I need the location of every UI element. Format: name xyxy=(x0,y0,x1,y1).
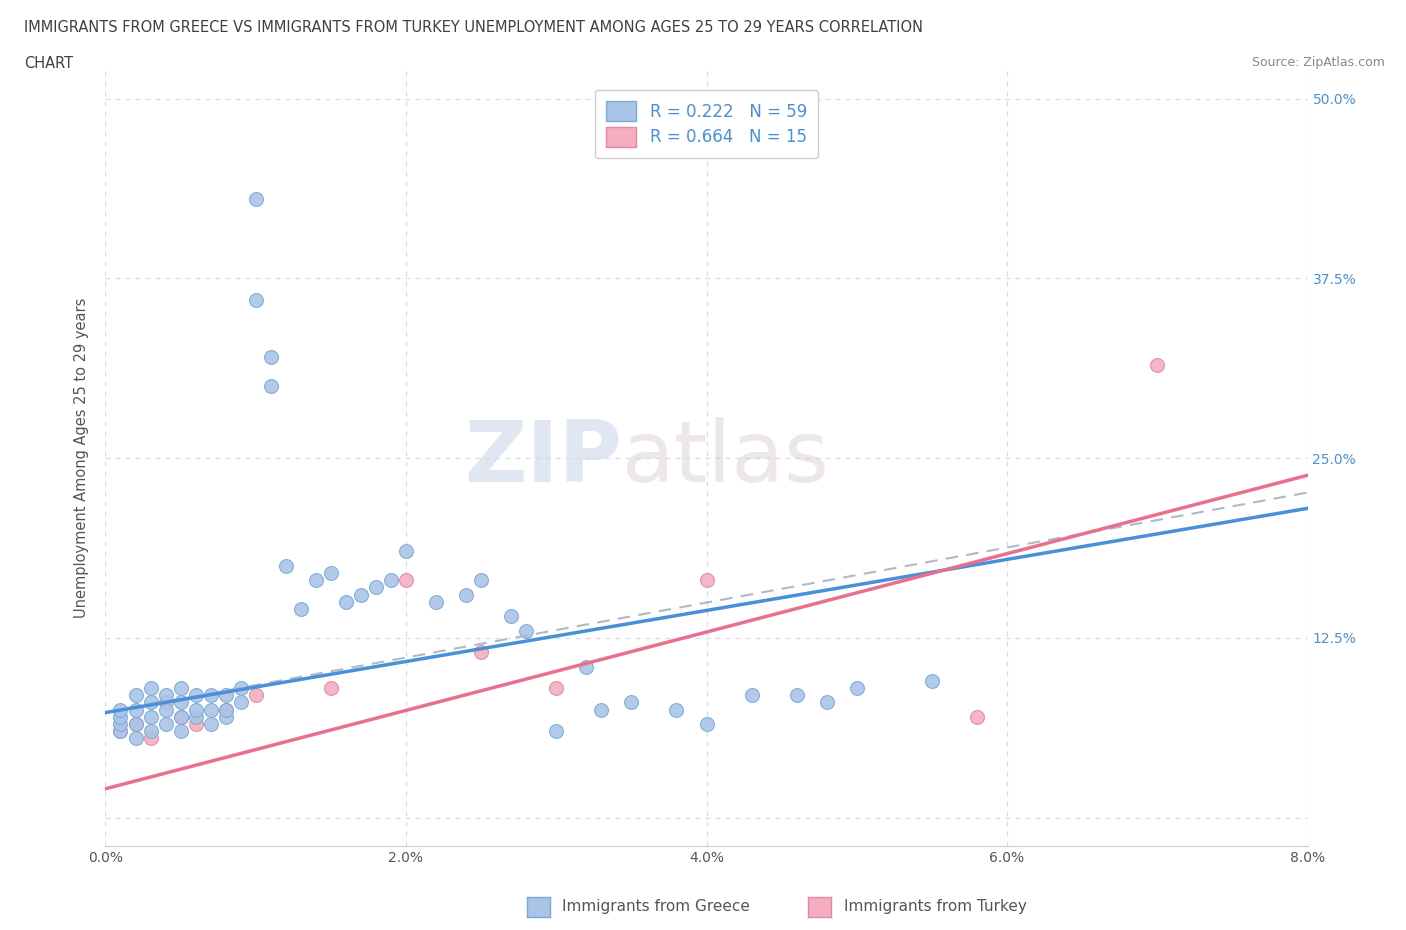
Point xyxy=(454,587,477,602)
Text: CHART: CHART xyxy=(24,56,73,71)
Point xyxy=(575,659,598,674)
Point xyxy=(845,681,868,696)
Text: Immigrants from Turkey: Immigrants from Turkey xyxy=(844,899,1026,914)
Point xyxy=(395,544,418,559)
Point xyxy=(169,710,191,724)
Y-axis label: Unemployment Among Ages 25 to 29 years: Unemployment Among Ages 25 to 29 years xyxy=(75,298,90,618)
Point xyxy=(155,695,177,710)
Point xyxy=(395,573,418,588)
Point xyxy=(110,724,132,738)
Point xyxy=(470,644,492,659)
Point xyxy=(139,710,162,724)
Point xyxy=(184,710,207,724)
Point xyxy=(319,565,342,580)
Point xyxy=(665,702,688,717)
Point xyxy=(184,688,207,703)
Point xyxy=(319,681,342,696)
Point xyxy=(921,673,943,688)
Point xyxy=(169,681,191,696)
Point xyxy=(966,710,988,724)
Point xyxy=(214,702,236,717)
Text: Immigrants from Greece: Immigrants from Greece xyxy=(562,899,751,914)
Point xyxy=(620,695,643,710)
Point xyxy=(696,573,718,588)
Point xyxy=(169,724,191,738)
Point xyxy=(501,609,523,624)
Point xyxy=(470,573,492,588)
Point xyxy=(139,681,162,696)
Point xyxy=(155,688,177,703)
Point xyxy=(546,724,568,738)
Point xyxy=(200,688,222,703)
Point xyxy=(546,681,568,696)
Point xyxy=(155,717,177,732)
Point xyxy=(350,587,373,602)
Point xyxy=(124,717,146,732)
Point xyxy=(214,702,236,717)
Point xyxy=(1146,357,1168,372)
Point xyxy=(229,681,252,696)
Point xyxy=(169,695,191,710)
Point xyxy=(184,702,207,717)
Point xyxy=(696,717,718,732)
Point xyxy=(245,192,267,206)
Text: atlas: atlas xyxy=(623,417,831,499)
Text: IMMIGRANTS FROM GREECE VS IMMIGRANTS FROM TURKEY UNEMPLOYMENT AMONG AGES 25 TO 2: IMMIGRANTS FROM GREECE VS IMMIGRANTS FRO… xyxy=(24,20,922,35)
Point xyxy=(260,350,283,365)
Point xyxy=(741,688,763,703)
Point xyxy=(124,702,146,717)
Point xyxy=(515,623,537,638)
Point xyxy=(110,702,132,717)
Point xyxy=(335,594,357,609)
Point xyxy=(184,717,207,732)
Point xyxy=(124,731,146,746)
Point xyxy=(139,695,162,710)
Point xyxy=(786,688,808,703)
Point xyxy=(305,573,328,588)
Point xyxy=(245,292,267,307)
Point xyxy=(155,702,177,717)
Point xyxy=(110,710,132,724)
Point xyxy=(110,724,132,738)
Point xyxy=(815,695,838,710)
Text: Source: ZipAtlas.com: Source: ZipAtlas.com xyxy=(1251,56,1385,69)
Point xyxy=(290,602,312,617)
Point xyxy=(124,717,146,732)
Point xyxy=(380,573,402,588)
Point xyxy=(110,717,132,732)
Point xyxy=(139,731,162,746)
Point xyxy=(260,379,283,393)
Point xyxy=(229,695,252,710)
Text: ZIP: ZIP xyxy=(464,417,623,499)
Point xyxy=(364,580,387,595)
Point xyxy=(139,724,162,738)
Point xyxy=(214,688,236,703)
Point xyxy=(425,594,447,609)
Point xyxy=(591,702,613,717)
Point xyxy=(274,558,297,573)
Point xyxy=(214,710,236,724)
Point xyxy=(169,710,191,724)
Point xyxy=(124,688,146,703)
Legend: R = 0.222   N = 59, R = 0.664   N = 15: R = 0.222 N = 59, R = 0.664 N = 15 xyxy=(595,89,818,158)
Point xyxy=(200,702,222,717)
Point xyxy=(245,688,267,703)
Point xyxy=(200,717,222,732)
